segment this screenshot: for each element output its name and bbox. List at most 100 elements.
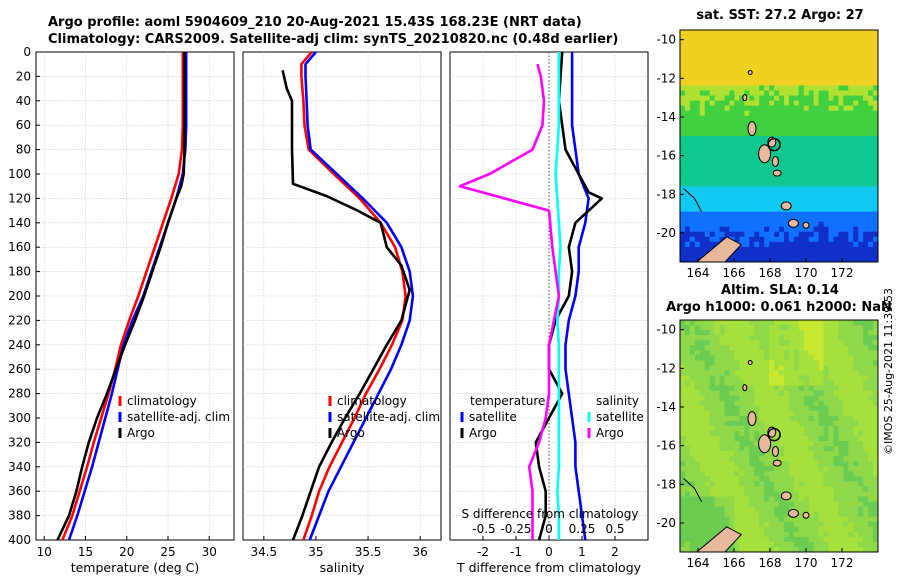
map-cell	[833, 226, 839, 233]
map-cell	[798, 196, 805, 202]
map-cell	[774, 151, 780, 157]
map-cell	[769, 350, 775, 356]
map-cell	[709, 456, 716, 462]
map-cell	[709, 491, 716, 497]
map-cell	[873, 231, 878, 238]
map-cell	[813, 481, 819, 487]
map-cell	[803, 380, 810, 386]
map-cell	[764, 140, 770, 147]
map-cell	[848, 476, 854, 482]
map-cell	[838, 330, 844, 336]
map-cell	[853, 156, 859, 162]
map-cell	[788, 30, 795, 36]
map-cell	[709, 446, 716, 452]
map-cell	[689, 161, 696, 167]
map-cell	[858, 196, 864, 202]
map-cell	[764, 35, 770, 41]
map-cell	[739, 100, 745, 107]
map-cell	[828, 375, 834, 381]
map-cell	[828, 171, 834, 177]
map-cell	[838, 186, 844, 192]
map-cell	[680, 471, 686, 477]
map-cell	[858, 526, 864, 533]
map-cell	[813, 246, 819, 253]
map-cell	[868, 340, 874, 346]
map-cell	[863, 375, 869, 381]
map-cell	[694, 135, 701, 142]
map-cell	[744, 546, 750, 552]
map-cell	[764, 370, 770, 376]
map-cell	[759, 181, 765, 187]
y-tick-label: 220	[8, 313, 31, 327]
map-cell	[714, 385, 720, 392]
map-cell	[873, 446, 878, 452]
map-cell	[684, 156, 691, 162]
map-cell	[709, 360, 716, 366]
map-cell	[759, 365, 765, 371]
map-cell	[744, 365, 750, 371]
map-cell	[689, 350, 696, 356]
map-cell	[709, 370, 716, 376]
map-cell	[749, 196, 755, 202]
map-cell	[833, 491, 839, 497]
map-cell	[798, 375, 805, 381]
map-cell	[793, 516, 800, 523]
map-cell	[833, 380, 839, 386]
map-cell	[699, 176, 706, 182]
map-cell	[719, 135, 725, 142]
legend-label: climatology	[127, 394, 197, 408]
map-cell	[709, 80, 716, 86]
map-cell	[704, 161, 711, 167]
map-cell	[694, 95, 701, 102]
map-cell	[739, 85, 745, 91]
map-cell	[764, 486, 770, 492]
map-cell	[848, 425, 854, 432]
map-cell	[689, 226, 696, 233]
map-cell	[848, 380, 854, 386]
map-cell	[813, 531, 819, 538]
map-cell	[709, 441, 716, 447]
map-cell	[704, 226, 711, 233]
map-cell	[828, 360, 834, 366]
map-cell	[719, 390, 725, 397]
map-cell	[788, 350, 795, 356]
map-cell	[739, 216, 745, 223]
map-cell	[803, 405, 810, 412]
s-tick-label: -0.25	[500, 522, 531, 536]
series-line-t-argo	[534, 51, 604, 541]
map-cell	[779, 176, 785, 182]
map-cell	[838, 360, 844, 366]
map-cell	[739, 95, 745, 102]
map-cell	[818, 546, 824, 552]
map-cell	[873, 526, 878, 533]
map-cell	[858, 350, 864, 356]
map-cell	[848, 390, 854, 397]
map-cell	[704, 496, 711, 502]
map-cell	[744, 30, 750, 36]
map-cell	[739, 380, 745, 386]
map-cell	[749, 456, 755, 462]
map-cell	[788, 325, 795, 331]
map-cell	[694, 481, 701, 487]
map-cell	[863, 30, 869, 36]
map-cell	[868, 390, 874, 397]
map-cell	[779, 385, 785, 392]
map-cell	[699, 146, 706, 152]
map-cell	[759, 236, 765, 243]
map-cell	[863, 60, 869, 66]
map-cell	[764, 125, 770, 132]
map-cell	[769, 45, 775, 51]
map-cell	[803, 516, 810, 523]
map-cell	[803, 115, 810, 122]
map-cell	[813, 120, 819, 127]
map-cell	[803, 526, 810, 533]
map-cell	[798, 511, 805, 518]
map-cell	[764, 335, 770, 341]
map-cell	[759, 380, 765, 386]
map-cell	[783, 441, 790, 447]
map-cell	[848, 251, 854, 258]
map-cell	[684, 461, 691, 467]
map-cell	[838, 65, 844, 71]
map-cell	[729, 400, 735, 407]
map-cell	[774, 241, 780, 248]
